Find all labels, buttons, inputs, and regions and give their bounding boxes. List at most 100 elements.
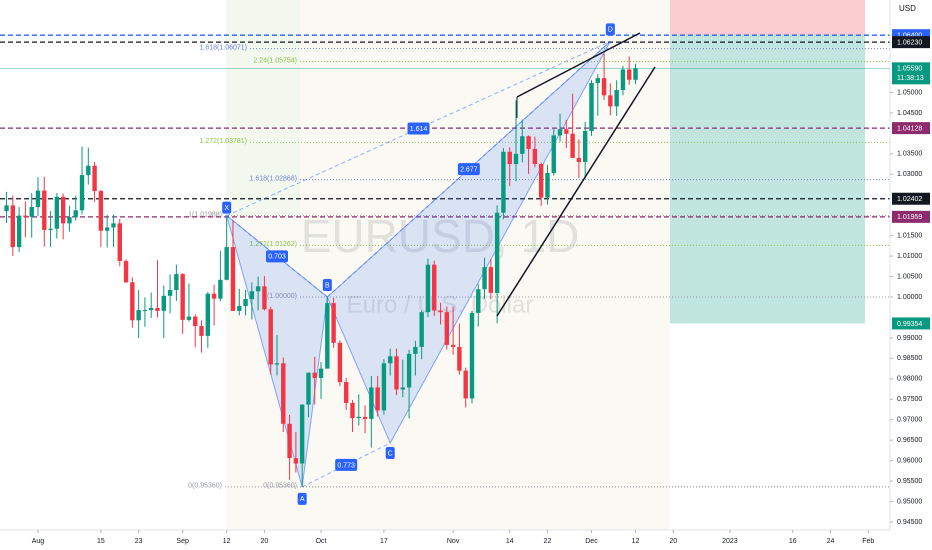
candle-body bbox=[601, 78, 607, 96]
wedge-line bbox=[516, 32, 641, 98]
fib-label: 1(1.00000) bbox=[263, 293, 297, 300]
x-tick-label: 22 bbox=[544, 538, 552, 545]
candle-body bbox=[595, 78, 600, 84]
candle-body bbox=[381, 363, 387, 411]
candle-body bbox=[419, 312, 424, 347]
x-tick-label: 20 bbox=[261, 538, 269, 545]
price-badge-label: 1.01959 bbox=[897, 214, 922, 221]
candle-body bbox=[614, 90, 619, 107]
candle-body bbox=[123, 261, 129, 283]
candle-body bbox=[199, 326, 204, 336]
candle-body bbox=[469, 312, 475, 399]
candle-body bbox=[293, 458, 299, 464]
ratio-box bbox=[457, 163, 480, 176]
point-box bbox=[605, 23, 615, 36]
candle-body bbox=[551, 135, 556, 174]
candle-body bbox=[274, 363, 280, 365]
y-tick-label: 0.95500 bbox=[897, 478, 922, 485]
candle-body bbox=[394, 356, 399, 390]
y-tick-label: 0.95000 bbox=[897, 498, 922, 505]
candle-body bbox=[375, 387, 380, 411]
fib-label: 1.272(1.03781) bbox=[200, 138, 247, 145]
candle-body bbox=[186, 316, 192, 320]
point-label: A bbox=[300, 496, 305, 503]
candle-body bbox=[400, 387, 405, 390]
point-label: X bbox=[224, 205, 229, 212]
y-tick-label: 1.04500 bbox=[897, 110, 922, 117]
point-box bbox=[297, 492, 307, 505]
candle-body bbox=[155, 308, 160, 311]
candle-body bbox=[538, 164, 544, 198]
price-badge-label: 1.04128 bbox=[897, 125, 922, 132]
ratio-label: 1.614 bbox=[410, 126, 428, 133]
candle-body bbox=[463, 370, 468, 399]
candle-body bbox=[35, 190, 41, 207]
candle-body bbox=[262, 286, 267, 310]
price-badge bbox=[892, 317, 930, 330]
candle-body bbox=[218, 279, 223, 299]
candle-body bbox=[432, 264, 437, 311]
candle-body bbox=[205, 293, 211, 336]
candle-body bbox=[413, 346, 418, 354]
candle-body bbox=[92, 165, 97, 192]
ratio-box bbox=[407, 122, 430, 135]
candle-body bbox=[457, 346, 462, 371]
point-box bbox=[222, 201, 232, 214]
candle-body bbox=[532, 148, 538, 165]
candle-body bbox=[67, 217, 72, 224]
candle-body bbox=[287, 423, 292, 459]
candle-body bbox=[369, 387, 374, 419]
candle-body bbox=[174, 274, 179, 291]
candle-body bbox=[86, 165, 91, 176]
candle-body bbox=[482, 267, 487, 290]
y-tick-label: 0.97500 bbox=[897, 396, 922, 403]
price-badge bbox=[892, 122, 930, 135]
candle-body bbox=[255, 286, 261, 292]
y-tick-label: 0.98500 bbox=[897, 355, 922, 362]
candle-body bbox=[557, 129, 563, 136]
y-tick-label: 1.03500 bbox=[897, 151, 922, 158]
candle-body bbox=[237, 306, 242, 311]
x-tick-label: Aug bbox=[32, 538, 45, 545]
candle-body bbox=[450, 344, 456, 347]
candle-body bbox=[117, 223, 122, 261]
ratio-box bbox=[266, 250, 289, 263]
candle-body bbox=[620, 69, 626, 90]
candle-body bbox=[570, 133, 575, 158]
x-tick-label: 2023 bbox=[722, 538, 738, 545]
watermark-description: Euro / U.S. Dollar bbox=[347, 291, 534, 318]
fib-label: 1(1.01988) bbox=[188, 212, 222, 219]
candle-body bbox=[249, 291, 255, 300]
candle-body bbox=[306, 372, 311, 405]
point-label: D bbox=[608, 27, 613, 34]
candle-body bbox=[299, 404, 305, 464]
candle-body bbox=[136, 310, 141, 321]
candle-body bbox=[576, 157, 582, 162]
fib-label: 1.618(1.06071) bbox=[200, 44, 247, 51]
y-tick-label: 1.01000 bbox=[897, 253, 922, 260]
y-tick-label: 1.05000 bbox=[897, 89, 922, 96]
point-box bbox=[322, 279, 332, 291]
x-tick-label: 24 bbox=[827, 538, 835, 545]
point-label: B bbox=[325, 282, 330, 289]
price-badge bbox=[892, 192, 930, 205]
candle-body bbox=[130, 282, 135, 321]
stop-zone bbox=[670, 0, 865, 36]
x-tick-label: 14 bbox=[506, 538, 514, 545]
x-tick-label: 16 bbox=[789, 538, 797, 545]
ratio-box bbox=[335, 458, 358, 471]
y-tick-label: 0.96500 bbox=[897, 437, 922, 444]
fib-label: 1.618(1.02868) bbox=[250, 176, 297, 183]
price-badge-label: 1.05590 bbox=[897, 66, 922, 73]
candle-body bbox=[230, 247, 236, 311]
candle-body bbox=[79, 175, 85, 211]
y-tick-label: 1.00500 bbox=[897, 273, 922, 280]
candle-body bbox=[243, 299, 248, 306]
x-tick-label: 17 bbox=[380, 538, 388, 545]
wedge-line bbox=[496, 66, 656, 317]
candle-body bbox=[73, 210, 78, 218]
point-box bbox=[385, 447, 395, 460]
y-tick-label: 1.00000 bbox=[897, 294, 922, 301]
plot: 1.618(1.06071) 2.24(1.05754) 1.272(1.03781… bbox=[0, 0, 890, 505]
